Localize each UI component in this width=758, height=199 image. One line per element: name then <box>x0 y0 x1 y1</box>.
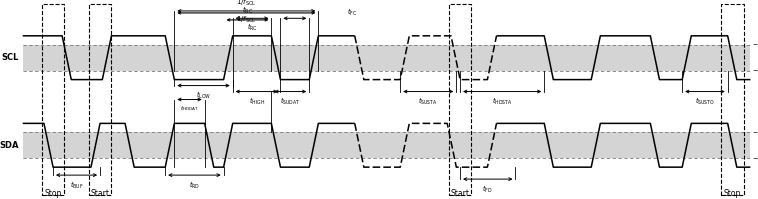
Bar <box>23 45 750 71</box>
Text: Stop: Stop <box>45 189 61 198</box>
Text: $t_\mathrm{RD}$: $t_\mathrm{RD}$ <box>189 179 200 191</box>
Text: $t_\mathrm{FD}$: $t_\mathrm{FD}$ <box>483 183 493 195</box>
Text: $t_\mathrm{SUSTO}$: $t_\mathrm{SUSTO}$ <box>695 96 715 107</box>
Text: Start: Start <box>450 189 470 198</box>
Text: SCL: SCL <box>2 53 19 62</box>
Bar <box>42 4 64 195</box>
Bar <box>721 4 744 195</box>
Bar <box>23 132 750 158</box>
Text: $1/f_\mathrm{SCL}$: $1/f_\mathrm{SCL}$ <box>236 15 257 25</box>
Bar <box>449 4 471 195</box>
Text: $t_\mathrm{HIGH}$: $t_\mathrm{HIGH}$ <box>249 96 265 107</box>
Text: $t_\mathrm{FC}$: $t_\mathrm{FC}$ <box>347 7 358 18</box>
Text: $1/f_\mathrm{SCL}$: $1/f_\mathrm{SCL}$ <box>236 0 257 8</box>
Text: −70%: −70% <box>752 130 758 135</box>
Text: $t_\mathrm{SUSTA}$: $t_\mathrm{SUSTA}$ <box>418 96 438 107</box>
Text: $t_\mathrm{HDDAT}$: $t_\mathrm{HDDAT}$ <box>180 104 199 113</box>
Text: $t_\mathrm{SUDAT}$: $t_\mathrm{SUDAT}$ <box>280 96 300 107</box>
Text: SDA: SDA <box>0 141 19 150</box>
Text: −30%: −30% <box>752 68 758 73</box>
Text: $t_\mathrm{LOW}$: $t_\mathrm{LOW}$ <box>196 90 211 101</box>
Text: $t_\mathrm{HDSTA}$: $t_\mathrm{HDSTA}$ <box>492 96 512 107</box>
Text: $t_\mathrm{BUF}$: $t_\mathrm{BUF}$ <box>70 179 83 191</box>
Text: −30%: −30% <box>752 156 758 161</box>
Text: $t_\mathrm{RC}$: $t_\mathrm{RC}$ <box>242 5 253 16</box>
Bar <box>89 4 111 195</box>
Text: $t_\mathrm{RC}$: $t_\mathrm{RC}$ <box>246 22 258 33</box>
Text: Stop: Stop <box>724 189 741 198</box>
Text: −70%: −70% <box>752 42 758 47</box>
Text: Start: Start <box>90 189 110 198</box>
